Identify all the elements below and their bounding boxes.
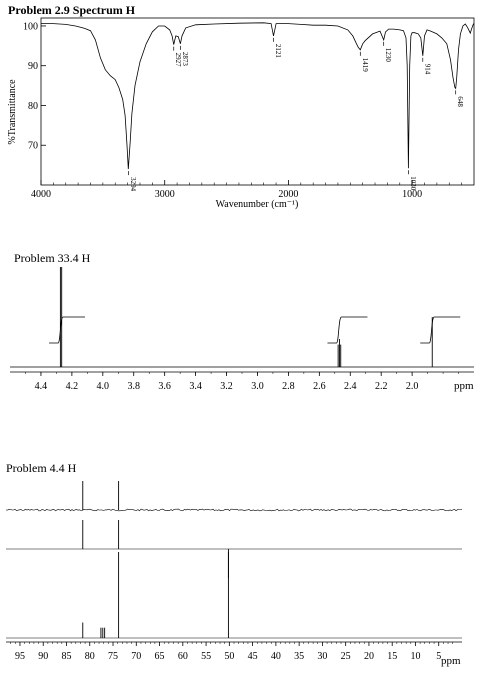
h1-x-axis-label: ppm — [454, 380, 474, 392]
c13-x-tick-label: 65 — [155, 651, 165, 662]
ir-plot-frame — [40, 17, 475, 186]
ir-y-tick-label: 100 — [23, 21, 38, 32]
c13-x-tick-label: 5 — [436, 651, 441, 662]
ir-y-tick-label: 80 — [28, 101, 38, 112]
c13-x-tick-label: 20 — [364, 651, 374, 662]
c13-x-tick-label: 15 — [387, 651, 397, 662]
h1-x-tick-label: 4.0 — [97, 381, 110, 392]
h1-integral-curve — [49, 316, 86, 344]
ir-x-tick-label: 1000 — [402, 189, 422, 200]
c13-x-axis-label: ppm — [441, 655, 461, 667]
h1-chart-title: Problem 33.4 H — [14, 251, 91, 265]
c13-x-tick-label: 45 — [248, 651, 258, 662]
c13-trace-baseline — [5, 508, 463, 512]
ir-y-axis-label: %Transmittance — [7, 79, 18, 145]
ir-peak-label: 648 — [456, 96, 464, 107]
h1-nmr-chart: 4.4 4.2 4.0 3.8 3.6 3.4 3.2 3.0 2.8 2.6 2.4 2.2 2.0 … — [10, 267, 474, 392]
c13-chart-title: Problem 4.4 H — [6, 461, 77, 475]
h1-x-tick-label: 2.0 — [406, 381, 419, 392]
ir-peak-label: 2927 — [174, 53, 182, 67]
c13-nmr-panel: Problem 4.4 H 95 90 85 80 75 70 65 60 55 50 45 40 35… — [0, 455, 487, 676]
c13-x-tick-label: 40 — [271, 651, 281, 662]
ir-peak-label: 1230 — [384, 48, 392, 63]
c13-x-tick-label: 25 — [341, 651, 351, 662]
h1-x-tick-label: 2.6 — [313, 381, 326, 392]
h1-x-tick-label: 2.8 — [282, 381, 295, 392]
c13-x-tick-label: 30 — [317, 651, 327, 662]
c13-x-tick-label: 10 — [410, 651, 420, 662]
ir-peak-label: 2873 — [181, 52, 189, 67]
h1-nmr-panel: Problem 33.4 H 4.4 4.2 4.0 3.8 3.6 3.4 3.2 3.0 2… — [0, 245, 487, 400]
c13-x-tick-label: 80 — [85, 651, 95, 662]
c13-x-tick-label: 35 — [294, 651, 304, 662]
h1-x-tick-label: 2.2 — [375, 381, 388, 392]
c13-x-tick-label: 85 — [61, 651, 71, 662]
ir-y-tick-label: 70 — [28, 141, 38, 152]
ir-peak-label: 2121 — [274, 44, 282, 59]
c13-x-tick-label: 55 — [201, 651, 211, 662]
ir-peak-label: 914 — [423, 64, 431, 75]
ir-x-tick-label: 4000 — [31, 189, 51, 200]
ir-peak-label: 1030 — [409, 176, 417, 191]
h1-x-tick-label: 2.4 — [344, 381, 357, 392]
c13-x-tick-label: 75 — [108, 651, 118, 662]
c13-x-tick-label: 90 — [38, 651, 48, 662]
ir-spectrum-panel: Problem 2.9 Spectrum H 4000 3000 2000 1000 1… — [0, 0, 487, 215]
h1-x-tick-label: 3.8 — [127, 381, 140, 392]
c13-nmr-chart: 95 90 85 80 75 70 65 60 55 50 45 40 35 30 25 20 15 10 5 pp… — [5, 481, 463, 667]
h1-x-tick-label: 3.2 — [220, 381, 233, 392]
c13-x-tick-label: 50 — [224, 651, 234, 662]
ir-peak-label: 1419 — [361, 58, 369, 73]
ir-peak-label: 3294 — [129, 177, 137, 192]
ir-chart-title: Problem 2.9 Spectrum H — [8, 3, 136, 17]
h1-integral-curve — [420, 316, 461, 344]
h1-x-tick-label: 4.2 — [66, 381, 79, 392]
h1-x-tick-label: 3.0 — [251, 381, 264, 392]
ir-y-tick-label: 90 — [28, 61, 38, 72]
h1-x-tick-label: 3.6 — [158, 381, 171, 392]
c13-x-tick-label: 95 — [15, 651, 25, 662]
ir-x-tick-label: 3000 — [155, 189, 175, 200]
h1-x-tick-label: 4.4 — [35, 381, 48, 392]
c13-x-tick-label: 60 — [178, 651, 188, 662]
h1-integral-curve — [327, 316, 368, 344]
ir-series-line — [41, 22, 475, 170]
ir-x-tick-label: 2000 — [278, 189, 298, 200]
ir-x-axis-label: Wavenumber (cm⁻¹) — [216, 199, 299, 210]
h1-x-tick-label: 3.4 — [189, 381, 202, 392]
c13-x-tick-label: 70 — [131, 651, 141, 662]
